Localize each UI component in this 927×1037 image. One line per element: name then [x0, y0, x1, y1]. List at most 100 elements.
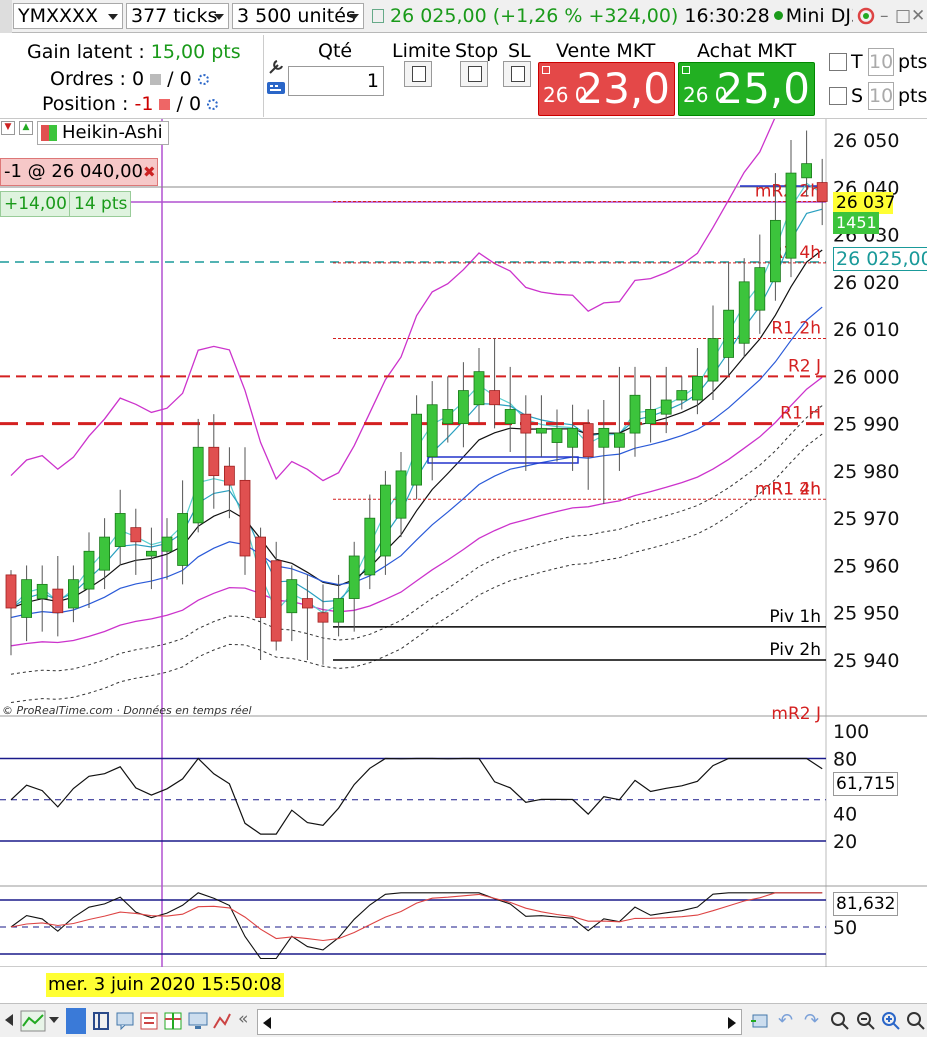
scroll-left-icon[interactable]: [262, 1016, 272, 1030]
ticks-select[interactable]: 377 ticks: [126, 3, 229, 29]
stop-order-button[interactable]: [460, 61, 488, 87]
candle: [551, 409, 563, 462]
s-checkbox[interactable]: [829, 87, 847, 105]
candle-body: [208, 446, 220, 477]
ticks-label: 377 ticks: [131, 5, 218, 27]
chart-style-label: Heikin-Ashi: [62, 122, 163, 143]
position-tag[interactable]: -1 @ 26 040,00 ✖: [0, 158, 158, 186]
candle: [286, 565, 298, 642]
pnl-tag: +14,00 14 pts: [0, 191, 131, 217]
limit-label: Limite: [392, 40, 451, 62]
layout-icon[interactable]: [92, 1011, 110, 1031]
zoom-in-icon[interactable]: [881, 1011, 901, 1031]
sl-order-button[interactable]: [503, 61, 531, 87]
quantity-input[interactable]: 1: [288, 66, 384, 96]
table-icon[interactable]: [164, 1012, 182, 1030]
collapse-icon[interactable]: ▼: [1, 121, 15, 135]
gear-icon[interactable]: [207, 99, 219, 110]
cancel-orders-icon[interactable]: [150, 74, 162, 85]
qty-label: Qté: [318, 40, 353, 62]
buy-market-button[interactable]: 26 0 25,0: [678, 62, 815, 116]
maximize-icon[interactable]: □: [895, 6, 912, 26]
time-scrollbar[interactable]: [257, 1009, 742, 1035]
candle: [411, 395, 423, 500]
units-label: 3 500 unités: [237, 5, 356, 27]
upper-envelope-line: [10, 119, 776, 482]
candle: [707, 305, 719, 400]
close-position-x-icon[interactable]: ✖: [143, 163, 156, 181]
price-tick-label: 25 990: [833, 414, 899, 436]
candle: [816, 158, 828, 226]
s-pts-label: pts: [898, 85, 927, 107]
minimize-icon[interactable]: –: [880, 6, 889, 26]
candle-body: [801, 163, 812, 179]
candle: [473, 348, 485, 424]
buy-expand-icon: [682, 66, 690, 74]
sl-label: SL: [508, 40, 531, 62]
t-checkbox[interactable]: [829, 53, 847, 71]
units-select[interactable]: 3 500 unités: [232, 3, 364, 29]
screen-icon[interactable]: [188, 1012, 208, 1030]
candle: [130, 508, 142, 575]
limit-order-icon: [412, 66, 426, 82]
candle: [83, 532, 95, 608]
ema-slow-line: [10, 249, 823, 609]
last-price-tag: 26 037: [833, 192, 895, 214]
support-zone: [427, 456, 579, 464]
indicator-icon[interactable]: [20, 1010, 46, 1032]
buy-label: Achat MKT: [697, 40, 797, 62]
candle: [5, 570, 17, 656]
redo-icon[interactable]: ↷: [804, 1010, 820, 1031]
zoom-reset-icon[interactable]: [906, 1011, 926, 1031]
top-toolbar: YMXXXX 377 ticks 3 500 unités 26 025,00 …: [0, 0, 927, 33]
candle-body: [816, 182, 828, 202]
rsi-tick-label: 40: [833, 804, 857, 826]
symbol-select[interactable]: YMXXXX: [13, 3, 123, 29]
candle: [536, 395, 547, 457]
sell-market-button[interactable]: 26 0 23,0: [538, 62, 675, 116]
zoom-area-icon[interactable]: [830, 1011, 850, 1031]
grip-handle[interactable]: [0, 0, 12, 33]
t-points-input[interactable]: 10: [868, 48, 894, 76]
candle-body: [426, 404, 438, 458]
orders-row: Ordres : 0 / 0: [50, 68, 209, 90]
zoom-out-icon[interactable]: [856, 1011, 876, 1031]
auto-scroll-icon[interactable]: [750, 1012, 770, 1030]
wrench-icon[interactable]: [267, 58, 285, 76]
refresh-icon[interactable]: [856, 6, 876, 26]
candle-body: [255, 536, 267, 618]
scroll-right-icon[interactable]: [727, 1016, 737, 1030]
position-value: -1: [134, 93, 154, 115]
undo-icon[interactable]: ↶: [778, 1010, 794, 1031]
candle-body: [99, 536, 110, 571]
chart-style-selector[interactable]: Heikin-Ashi: [37, 121, 169, 145]
chevron-down-icon[interactable]: [48, 1016, 60, 1024]
gear-icon[interactable]: [197, 74, 209, 85]
candle: [364, 494, 376, 590]
more-left-icon[interactable]: «: [238, 1009, 249, 1029]
share-button[interactable]: [66, 1008, 86, 1034]
price-tick-label: 25 980: [833, 461, 899, 483]
s-points-input[interactable]: 10: [868, 82, 894, 110]
gain-value: 15,00 pts: [150, 41, 241, 63]
keyboard-icon[interactable]: [266, 81, 286, 95]
candle-style-icon: [41, 125, 49, 141]
candle-body: [770, 219, 781, 283]
arrow-left-icon[interactable]: [4, 1013, 14, 1027]
candle-body: [473, 371, 485, 406]
buy-price: 25,0: [716, 64, 810, 113]
close-position-icon[interactable]: [159, 99, 171, 110]
price-tick-label: 25 950: [833, 603, 899, 625]
list-icon[interactable]: [140, 1012, 158, 1030]
expand-icon[interactable]: ▲: [19, 121, 33, 135]
limit-order-button[interactable]: [404, 61, 432, 87]
candle-body: [489, 390, 501, 406]
candle: [36, 565, 48, 632]
chart-compare-icon[interactable]: [212, 1012, 232, 1030]
candle-body: [145, 550, 157, 557]
comment-icon[interactable]: [116, 1012, 134, 1030]
close-icon[interactable]: ✕: [911, 6, 926, 26]
gain-row: Gain latent : 15,00 pts: [27, 41, 241, 63]
